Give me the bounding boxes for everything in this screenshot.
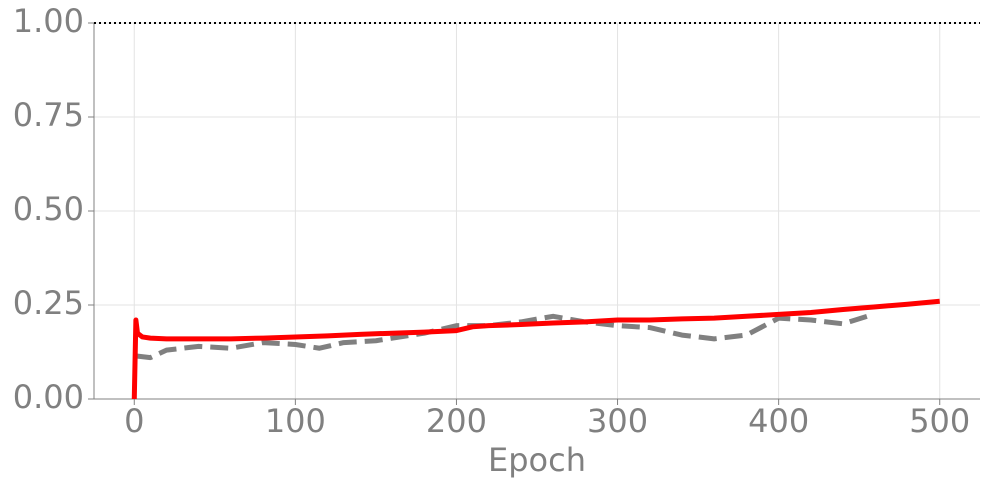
x-tick-label: 100 [265, 402, 326, 440]
x-tick-label: 400 [748, 402, 809, 440]
y-tick-label: 0.25 [13, 284, 84, 322]
x-tick-label: 0 [124, 402, 144, 440]
series-line [131, 298, 940, 400]
y-tick-label: 0.00 [13, 378, 84, 416]
x-axis-label: Epoch [488, 441, 586, 479]
y-tick-label: 1.00 [13, 2, 84, 40]
x-tick-label: 200 [426, 402, 487, 440]
x-tick-label: 500 [909, 402, 970, 440]
x-tick-label: 300 [587, 402, 648, 440]
y-tick-label: 0.50 [13, 190, 84, 228]
y-tick-label: 0.75 [13, 96, 84, 134]
